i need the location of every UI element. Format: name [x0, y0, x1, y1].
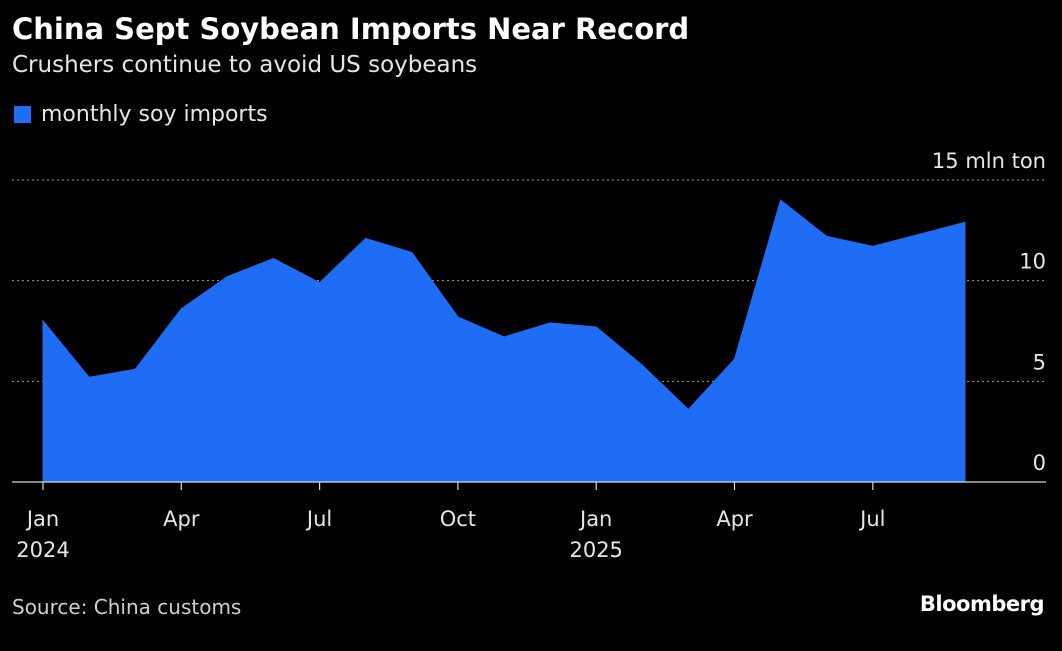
data-point	[826, 235, 828, 237]
data-point	[641, 364, 643, 366]
legend-swatch	[14, 106, 31, 123]
x-tick-label: Apr	[163, 507, 200, 531]
x-tick-label: Jul	[858, 507, 885, 531]
y-tick-label: 15 mln ton	[932, 149, 1046, 173]
data-point	[780, 199, 782, 201]
y-tick-label: 10	[1019, 250, 1046, 274]
x-tick-label: Oct	[440, 507, 476, 531]
data-point	[180, 308, 182, 310]
data-point	[411, 251, 413, 253]
x-tick-label: Jul	[305, 507, 332, 531]
x-tick-label: Jan	[578, 507, 612, 531]
chart-subtitle: Crushers continue to avoid US soybeans	[12, 52, 478, 78]
data-point	[964, 221, 966, 223]
area-series-monthly-soy-imports	[42, 199, 966, 483]
data-point	[134, 368, 136, 370]
legend: monthly soy imports	[14, 102, 268, 127]
data-point	[595, 326, 597, 328]
bloomberg-logo: Bloomberg	[919, 592, 1045, 616]
source-note: Source: China customs	[12, 595, 242, 619]
data-point	[503, 336, 505, 338]
x-tick-year-label: 2024	[16, 538, 69, 562]
data-point	[42, 320, 44, 322]
legend-label: monthly soy imports	[41, 102, 268, 127]
data-point	[457, 316, 459, 318]
data-point	[319, 282, 321, 284]
data-point	[549, 322, 551, 324]
data-point	[918, 233, 920, 235]
x-tick-year-label: 2025	[569, 538, 622, 562]
chart-title: China Sept Soybean Imports Near Record	[12, 12, 690, 46]
y-tick-label: 0	[1033, 451, 1046, 475]
data-point	[687, 409, 689, 411]
x-tick-label: Apr	[716, 507, 753, 531]
x-tick-label: Jan	[25, 507, 59, 531]
y-tick-label: 5	[1033, 350, 1046, 374]
data-point	[365, 237, 367, 239]
data-point	[88, 376, 90, 378]
data-point	[273, 258, 274, 260]
data-point	[226, 276, 228, 278]
data-point	[872, 245, 874, 247]
data-point	[734, 358, 735, 360]
